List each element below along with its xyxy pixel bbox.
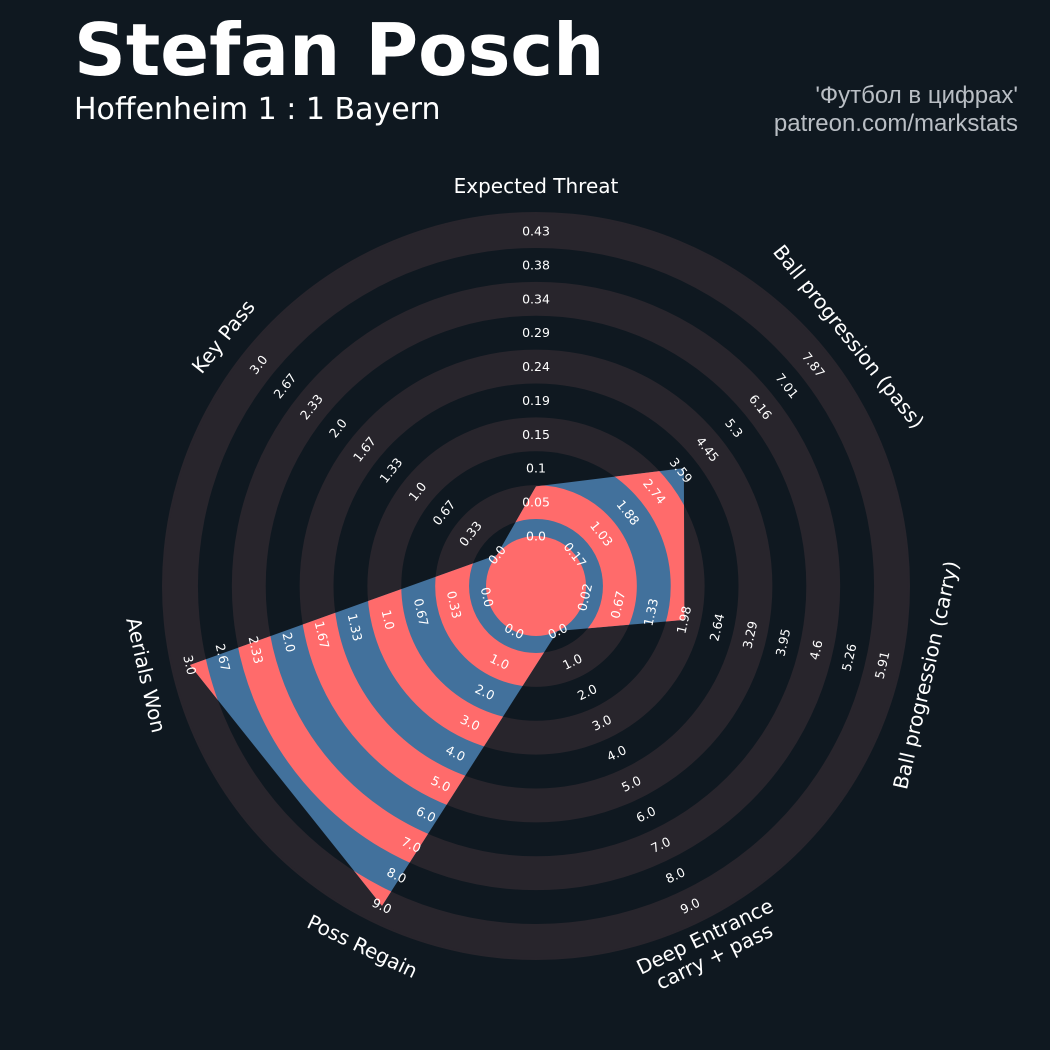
tick-label: 4.6	[806, 639, 825, 662]
center-disk	[486, 536, 586, 636]
tick-label: 5.91	[872, 650, 893, 680]
param-label: Expected Threat	[454, 174, 619, 198]
tick-label: 0.0	[526, 529, 546, 544]
tick-label: 0.38	[522, 257, 550, 272]
tick-label: 1.98	[673, 604, 694, 635]
tick-label: 0.43	[522, 224, 550, 239]
tick-label: 2.64	[706, 612, 727, 643]
tick-label: 1.0	[379, 608, 398, 631]
tick-label: 2.67	[213, 642, 234, 672]
credit-line-1: 'Футбол в цифрах'	[815, 82, 1018, 109]
tick-label: 0.29	[522, 325, 550, 340]
tick-label: 3.29	[740, 620, 761, 651]
match-subtitle: Hoffenheim 1 : 1 Bayern	[74, 92, 441, 127]
tick-label: 2.33	[246, 635, 267, 665]
tick-label: 3.95	[773, 627, 794, 657]
tick-label: 0.67	[411, 597, 432, 627]
tick-label: 0.33	[444, 589, 465, 619]
tick-label: 0.34	[522, 291, 550, 306]
tick-label: 0.15	[522, 427, 550, 442]
tick-label: 0.67	[607, 589, 628, 619]
param-label: Aerials Won	[121, 615, 171, 735]
tick-label: 0.24	[522, 359, 550, 374]
tick-label: 0.0	[478, 586, 497, 609]
tick-label: 0.1	[526, 461, 546, 476]
tick-label: 2.0	[279, 631, 298, 654]
credit-line-2: patreon.com/markstats	[773, 110, 1018, 137]
tick-label: 1.67	[312, 620, 333, 650]
page-title: Stefan Posch	[74, 8, 605, 92]
tick-label: 3.0	[180, 654, 199, 677]
tick-label: 1.33	[640, 597, 661, 627]
tick-label: 0.02	[574, 582, 595, 612]
tick-label: 0.05	[522, 495, 550, 510]
tick-label: 5.26	[839, 642, 860, 673]
tick-label: 1.33	[345, 612, 366, 642]
tick-label: 0.19	[522, 393, 550, 408]
